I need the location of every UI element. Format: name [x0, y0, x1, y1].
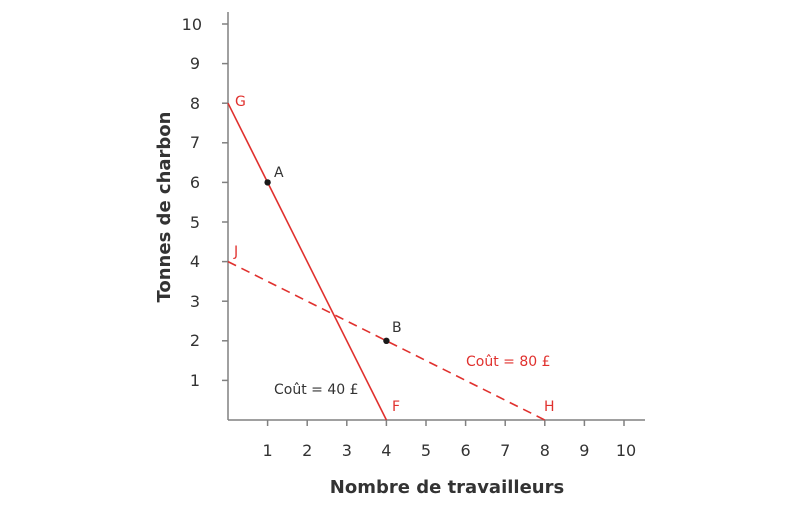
svg-text:10: 10	[616, 441, 636, 460]
x-axis-title: Nombre de travailleurs	[330, 477, 564, 498]
svg-text:7: 7	[190, 133, 200, 152]
label-j: J	[233, 244, 238, 260]
y-axis-title: Tonnes de charbon	[154, 111, 175, 302]
isocost-line-40	[227, 102, 388, 421]
cost-80-annotation: Coût = 80 £	[466, 354, 551, 370]
label-h: H	[544, 399, 555, 415]
cost-40-annotation: Coût = 40 £	[274, 382, 359, 398]
svg-text:10: 10	[182, 15, 202, 34]
x-ticks	[266, 420, 625, 426]
x-tick-labels: 1 2 3 4 5 6 7 8 9 10	[263, 441, 637, 460]
svg-text:9: 9	[190, 54, 200, 73]
svg-text:5: 5	[190, 213, 200, 232]
svg-text:7: 7	[500, 441, 510, 460]
label-f: F	[392, 399, 400, 415]
svg-text:8: 8	[190, 94, 200, 113]
svg-text:3: 3	[342, 441, 352, 460]
svg-text:1: 1	[263, 441, 273, 460]
y-tick-labels: 1 2 3 4 5 6 7 8 9 10	[182, 15, 202, 390]
point-b	[383, 337, 390, 344]
svg-text:6: 6	[190, 173, 200, 192]
svg-text:4: 4	[381, 441, 391, 460]
svg-text:2: 2	[190, 331, 200, 350]
label-a: A	[274, 165, 284, 181]
svg-text:3: 3	[190, 292, 200, 311]
svg-text:1: 1	[190, 371, 200, 390]
svg-text:5: 5	[421, 441, 431, 460]
label-b: B	[392, 320, 402, 336]
svg-text:4: 4	[190, 252, 200, 271]
svg-text:8: 8	[540, 441, 550, 460]
y-ticks	[222, 23, 228, 382]
point-a	[264, 179, 271, 186]
svg-text:6: 6	[461, 441, 471, 460]
label-g: G	[235, 94, 246, 110]
svg-text:2: 2	[302, 441, 312, 460]
svg-text:9: 9	[579, 441, 589, 460]
